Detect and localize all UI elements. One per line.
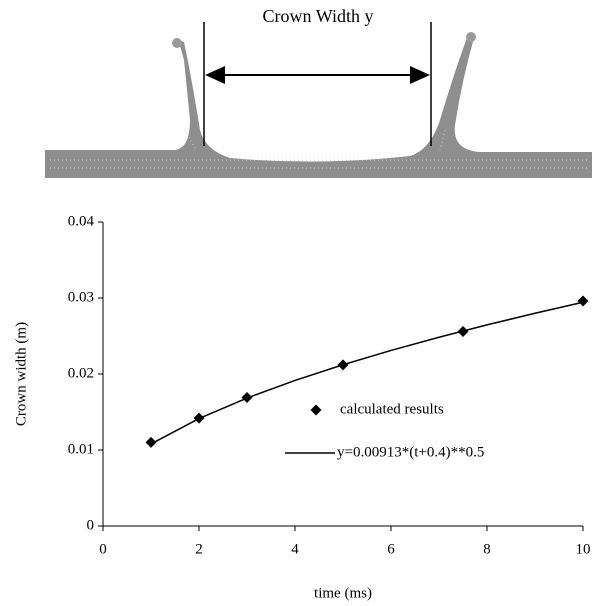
data-point — [577, 295, 589, 307]
illustration-label: Crown Width y — [263, 6, 374, 26]
legend-label: calculated results — [340, 401, 444, 417]
x-tick-label: 8 — [483, 541, 491, 557]
droplet — [466, 32, 476, 42]
x-axis-title: time (ms) — [314, 585, 372, 601]
arrow-head — [205, 66, 225, 84]
y-tick-label: 0.01 — [68, 441, 94, 457]
x-tick-label: 2 — [195, 541, 203, 557]
y-tick-label: 0.03 — [68, 289, 94, 305]
y-tick-label: 0.04 — [68, 213, 95, 229]
x-tick-label: 6 — [387, 541, 395, 557]
y-tick-label: 0.02 — [68, 365, 94, 381]
y-tick-label: 0 — [87, 517, 95, 533]
droplet — [172, 38, 182, 48]
x-tick-label: 0 — [99, 541, 107, 557]
crown-illustration: Crown Width y — [45, 6, 592, 178]
x-tick-label: 4 — [291, 541, 299, 557]
legend-label: y=0.00913*(t+0.4)**0.5 — [337, 444, 484, 460]
fluid-layer — [45, 35, 592, 178]
legend-marker — [310, 404, 322, 416]
y-axis-title: Crown width (m) — [13, 322, 29, 426]
data-point — [145, 436, 157, 448]
fit-line — [150, 301, 584, 445]
chart: 0 0.01 0.02 0.03 0.04 0 2 4 6 8 10 time (ms) Crown w… — [13, 213, 590, 601]
x-tick-label: 10 — [576, 541, 591, 557]
arrow-head — [410, 66, 430, 84]
